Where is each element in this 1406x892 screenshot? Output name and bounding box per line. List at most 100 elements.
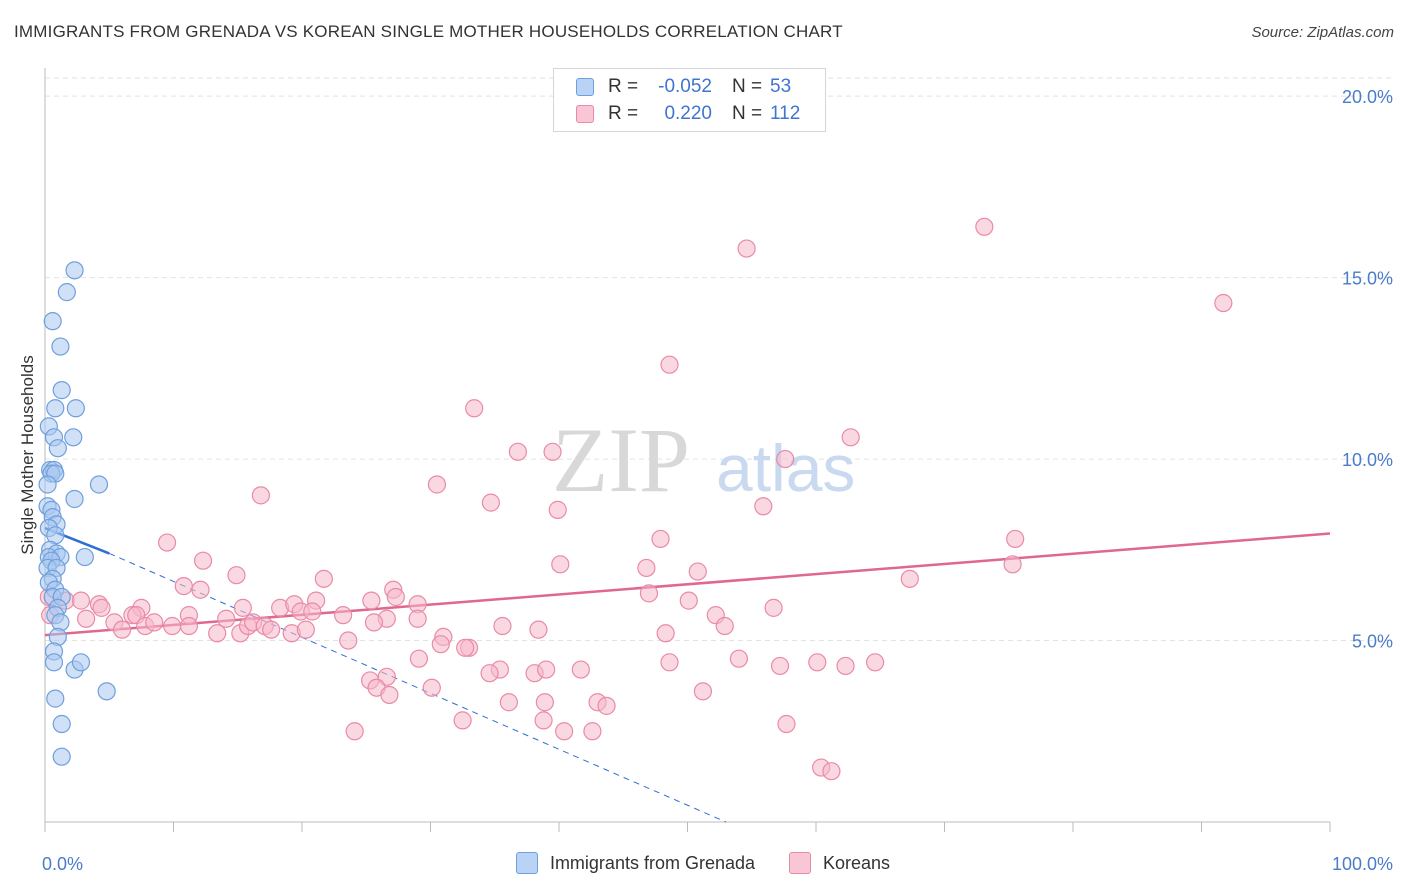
point-koreans — [163, 616, 182, 636]
legend-label-grenada: Immigrants from Grenada — [549, 852, 756, 873]
point-koreans — [422, 678, 441, 697]
y-tick-label: 20.0% — [1342, 87, 1393, 107]
legend-label-koreans: Koreans — [823, 852, 891, 873]
legend-r-value: -0.052 — [658, 76, 712, 97]
point-koreans — [660, 653, 679, 672]
point-koreans — [534, 711, 553, 730]
point-koreans — [715, 616, 734, 636]
point-grenada — [46, 399, 65, 418]
point-koreans — [975, 217, 994, 236]
point-grenada — [51, 337, 70, 356]
point-koreans — [77, 609, 96, 628]
point-koreans — [480, 664, 499, 683]
point-koreans — [866, 653, 885, 672]
point-grenada — [44, 653, 64, 672]
series-legend: Immigrants from Grenada Koreans — [0, 852, 1406, 874]
chart-title: IMMIGRANTS FROM GRENADA VS KOREAN SINGLE… — [14, 22, 843, 41]
point-koreans — [679, 591, 698, 610]
legend-r-value: 0.220 — [664, 103, 712, 124]
axes — [44, 68, 1331, 832]
point-koreans — [233, 598, 252, 617]
point-grenada — [71, 653, 91, 672]
point-grenada — [52, 714, 71, 734]
point-grenada — [52, 747, 71, 766]
point-koreans — [453, 711, 472, 730]
point-koreans — [251, 486, 270, 505]
point-koreans — [688, 562, 707, 581]
legend-n-label: N = — [732, 103, 763, 124]
point-koreans — [639, 584, 659, 603]
point-grenada — [43, 312, 62, 331]
point-grenada — [46, 689, 65, 708]
point-grenada — [52, 381, 71, 400]
point-koreans — [900, 569, 919, 588]
point-koreans — [508, 442, 527, 461]
point-koreans — [529, 620, 548, 639]
point-koreans — [427, 475, 447, 494]
trend-line-koreans — [44, 532, 1331, 637]
legend-item-koreans: Koreans — [789, 852, 890, 874]
legend-row-grenada: R = -0.052 N = 53 — [576, 75, 791, 99]
point-koreans — [583, 722, 602, 741]
legend-n-label: N = — [732, 76, 763, 97]
correlation-legend: R = -0.052 N = 53 R = 0.220 N = 112 — [553, 68, 826, 132]
point-koreans — [145, 613, 164, 632]
legend-row-koreans: R = 0.220 N = 112 — [576, 102, 800, 126]
point-koreans — [499, 693, 518, 712]
point-grenada — [65, 261, 84, 280]
point-koreans — [386, 587, 405, 607]
point-grenada — [89, 475, 109, 494]
point-koreans — [191, 580, 210, 599]
point-koreans — [157, 533, 177, 552]
point-koreans — [777, 714, 796, 734]
point-koreans — [535, 693, 554, 712]
point-koreans — [339, 631, 358, 650]
point-koreans — [362, 591, 381, 610]
grid-lines — [45, 77, 1393, 642]
legend-swatch-pink — [576, 105, 594, 123]
point-koreans — [408, 609, 427, 628]
point-grenada — [38, 475, 57, 494]
point-koreans — [92, 598, 111, 617]
point-koreans — [380, 685, 399, 705]
point-koreans — [776, 449, 795, 469]
y-tick-label: 5.0% — [1352, 632, 1393, 652]
watermark-zip: ZIP — [552, 409, 690, 511]
point-koreans — [493, 616, 512, 636]
point-koreans — [314, 569, 333, 588]
point-koreans — [1214, 293, 1233, 313]
point-koreans — [651, 529, 670, 549]
point-koreans — [296, 620, 315, 639]
point-koreans — [597, 696, 616, 715]
point-koreans — [764, 598, 783, 617]
point-koreans — [262, 620, 281, 639]
point-koreans — [537, 660, 556, 679]
point-koreans — [456, 638, 475, 657]
x-tick-label: 100.0% — [1332, 854, 1393, 874]
point-koreans — [1003, 555, 1022, 574]
point-koreans — [548, 500, 567, 519]
point-koreans — [555, 722, 574, 741]
point-koreans — [754, 497, 773, 516]
y-tick-label: 10.0% — [1342, 450, 1393, 470]
point-koreans — [465, 399, 484, 418]
point-koreans — [431, 635, 450, 654]
watermark: ZIP atlas — [552, 409, 855, 511]
point-koreans — [345, 722, 364, 741]
point-grenada — [97, 682, 116, 701]
data-points — [38, 217, 1233, 781]
point-grenada — [66, 399, 85, 418]
point-koreans — [174, 576, 193, 596]
point-koreans — [543, 442, 562, 461]
legend-swatch-pink — [789, 852, 812, 874]
tick-labels: 5.0% 10.0% 15.0% 20.0% 0.0% 100.0% — [42, 87, 1393, 874]
point-koreans — [179, 616, 199, 636]
point-grenada — [64, 428, 83, 447]
point-koreans — [637, 558, 656, 578]
x-tick-label: 0.0% — [42, 854, 83, 874]
point-koreans — [571, 660, 590, 679]
point-koreans — [208, 624, 227, 643]
point-grenada — [48, 439, 67, 458]
point-koreans — [217, 609, 236, 628]
